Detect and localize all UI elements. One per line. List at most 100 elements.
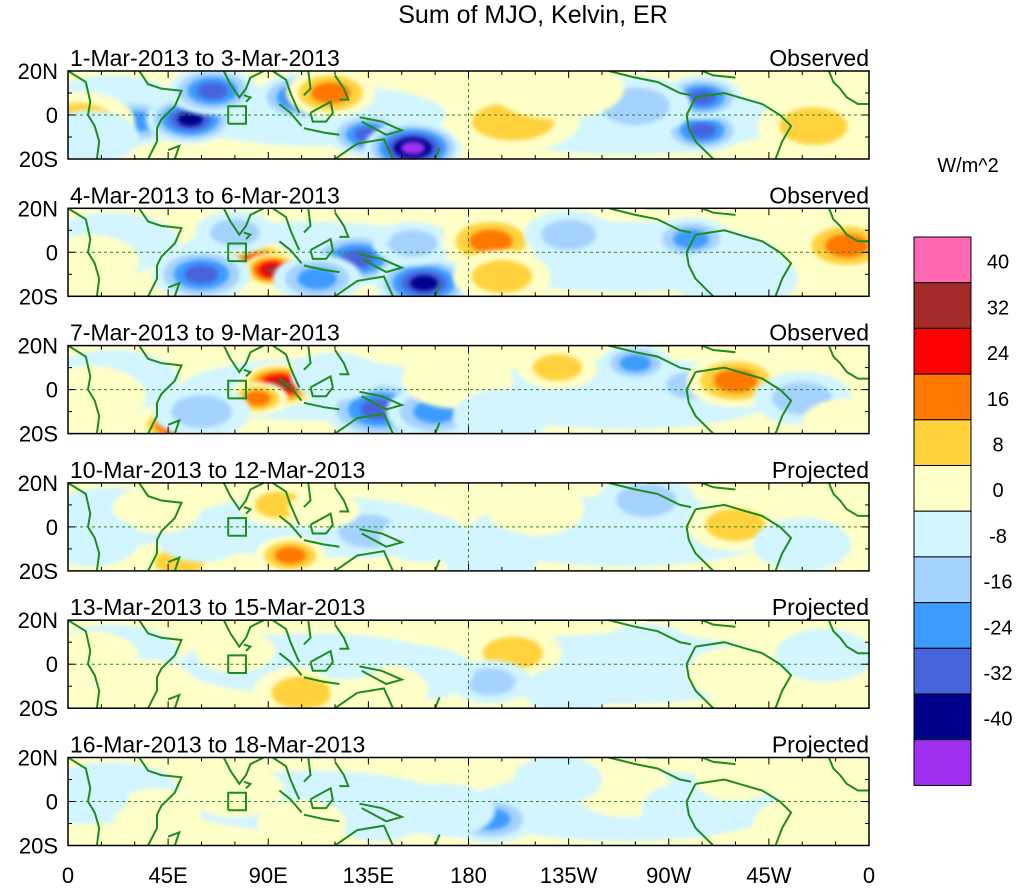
anomaly-contour-3-1 bbox=[330, 788, 429, 842]
anomaly-contour-11-3 bbox=[713, 368, 758, 393]
colorbar-swatch bbox=[913, 419, 972, 466]
anomaly-contour-9-3 bbox=[619, 354, 652, 372]
coastline-segment bbox=[359, 390, 405, 411]
anomaly-contour-5-1 bbox=[524, 666, 614, 709]
x-tick-label: 90E bbox=[249, 863, 288, 888]
coastline-segment bbox=[272, 482, 301, 526]
anomaly-contour-15-1 bbox=[68, 110, 140, 159]
coastline-segment bbox=[334, 212, 350, 238]
reference-box bbox=[227, 517, 247, 537]
y-tick-label: 20S bbox=[19, 284, 58, 309]
panel-2: 20N 0 20S 4-Mar-2013 to 6-Mar-2013 Observed bbox=[18, 182, 870, 309]
coastline-segment bbox=[334, 412, 394, 434]
coastline-segment bbox=[243, 506, 253, 515]
coastline-segment bbox=[685, 96, 714, 159]
panel-status: Observed bbox=[769, 320, 869, 346]
reference-box bbox=[227, 654, 247, 674]
reference-box bbox=[227, 379, 247, 400]
anomaly-contour-13-1 bbox=[68, 365, 146, 427]
coastline-segment bbox=[138, 620, 183, 709]
y-tick-label: 20N bbox=[18, 608, 58, 633]
colorbar-level-label: -16 bbox=[984, 572, 1013, 594]
coastline-segment bbox=[272, 208, 301, 251]
coastline-segment bbox=[303, 813, 340, 823]
y-tick-label: 20S bbox=[19, 559, 58, 584]
coastline-segment bbox=[701, 482, 736, 491]
coastline-segment bbox=[222, 757, 265, 786]
figure-title: Sum of MJO, Kelvin, ER bbox=[398, 1, 668, 29]
anomaly-contour-9-2 bbox=[616, 484, 677, 517]
x-tick-label: 0 bbox=[863, 863, 875, 888]
anomaly-contour-10-1 bbox=[686, 646, 785, 700]
panel-status: Observed bbox=[769, 182, 869, 208]
anomaly-field bbox=[68, 71, 869, 159]
coastline-segment bbox=[243, 231, 253, 240]
colorbar-level-label: 0 bbox=[992, 480, 1003, 502]
colorbar-level-label: -40 bbox=[984, 709, 1013, 731]
coastline-segment bbox=[334, 486, 350, 513]
anomaly-contour-8-1 bbox=[486, 482, 585, 536]
colorbar-level-label: 40 bbox=[987, 252, 1009, 274]
colorbar-swatch bbox=[913, 510, 972, 558]
y-tick-label: 0 bbox=[46, 103, 58, 128]
y-tick-label: 20N bbox=[18, 471, 58, 496]
colorbar-swatch bbox=[913, 327, 972, 375]
colorbar-swatch bbox=[913, 373, 972, 421]
coastline-segment bbox=[167, 144, 181, 159]
coastline-segment bbox=[243, 94, 253, 103]
anomaly-field bbox=[68, 757, 869, 846]
colorbar-level-label: 24 bbox=[987, 343, 1009, 365]
coastline-segment bbox=[309, 237, 334, 260]
anomaly-contour-5-1 bbox=[185, 763, 284, 818]
coastline-segment bbox=[827, 620, 869, 655]
panel-status: Projected bbox=[772, 732, 869, 758]
anomaly-contour-14-1 bbox=[490, 71, 625, 120]
y-tick-label: 20S bbox=[19, 696, 58, 721]
coastline-segment bbox=[608, 620, 692, 646]
coastline-segment bbox=[695, 778, 793, 846]
colorbar-swatch bbox=[913, 282, 972, 329]
x-axis: 0 45E 90E 135E 180 135W 90W 45W 0 bbox=[62, 863, 875, 888]
x-tick-label: 180 bbox=[450, 863, 487, 888]
x-tick-label: 0 bbox=[62, 863, 74, 888]
coastline-segment bbox=[701, 757, 736, 766]
coastline-segment bbox=[608, 208, 692, 234]
coastline-segment bbox=[359, 665, 405, 686]
colorbar-swatch bbox=[913, 647, 972, 695]
anomaly-field bbox=[68, 620, 869, 709]
coastline-segment bbox=[138, 345, 183, 434]
coastline-segment bbox=[278, 240, 303, 264]
coastline-segment bbox=[701, 71, 736, 79]
colorbar-level-label: 32 bbox=[987, 297, 1009, 319]
y-tick-label: 20N bbox=[18, 334, 58, 359]
colorbar-swatch bbox=[913, 236, 972, 284]
coastline-segment bbox=[695, 91, 793, 159]
anomaly-contour-12-1 bbox=[112, 485, 202, 534]
coastline-segment bbox=[359, 528, 405, 548]
y-tick-label: 20S bbox=[19, 147, 58, 172]
coastline-segment bbox=[303, 539, 340, 548]
coastline-segment bbox=[827, 71, 869, 105]
coastline-segment bbox=[608, 757, 692, 783]
coastline-segment bbox=[685, 234, 714, 297]
y-tick-label: 20N bbox=[18, 196, 58, 221]
coastline-segment bbox=[303, 482, 312, 508]
coastline-segment bbox=[167, 555, 181, 571]
anomaly-contour-10-1 bbox=[68, 770, 129, 824]
anomaly-contour-5-5 bbox=[410, 275, 438, 291]
coastline-segment bbox=[278, 652, 303, 676]
coastline-segment bbox=[243, 780, 253, 790]
y-tick-label: 0 bbox=[46, 515, 58, 540]
coastline-segment bbox=[272, 757, 301, 800]
coastlines bbox=[68, 345, 869, 434]
coastline-segment bbox=[359, 253, 405, 274]
panel-5: 20N 0 20S 13-Mar-2013 to 15-Mar-2013 Project… bbox=[18, 594, 870, 721]
x-tick-label: 90W bbox=[646, 863, 691, 888]
coastline-segment bbox=[359, 116, 405, 136]
y-tick-label: 0 bbox=[46, 790, 58, 815]
colorbar: W/m^2 40 32 24 16 8 0 -8 -16 -24 -32 -40 bbox=[913, 155, 1013, 786]
coastlines bbox=[68, 71, 869, 159]
anomaly-contour-7-2 bbox=[388, 230, 438, 257]
coastline-segment bbox=[272, 71, 301, 114]
